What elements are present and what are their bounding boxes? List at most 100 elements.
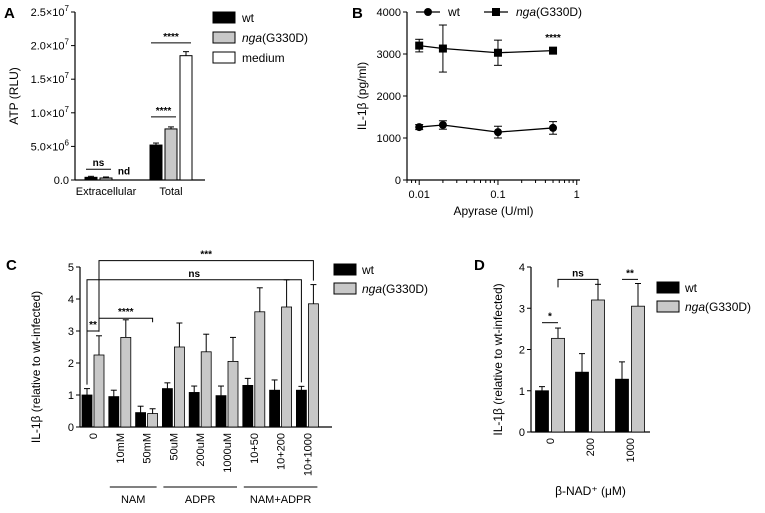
- a-y-axis-label: ATP (RLU): [7, 67, 21, 125]
- b-point-circle: [438, 120, 447, 129]
- d-legend-label: nga(G330D): [685, 300, 751, 314]
- panel-letter-d: D: [474, 257, 485, 274]
- b-xtick-label: 0.01: [408, 189, 429, 201]
- b-legend-marker: [492, 8, 500, 16]
- c-significance-line: [98, 260, 314, 332]
- c-category-label: 10mM: [115, 433, 127, 464]
- a-bar: [84, 176, 98, 181]
- a-legend-swatch: [212, 11, 236, 24]
- c-category-label: 1000uM: [222, 433, 234, 473]
- b-legend-label: nga(G330D): [516, 5, 582, 19]
- c-significance-label: ****: [118, 307, 134, 318]
- c-bar: [108, 396, 120, 428]
- d-significance-label: ns: [572, 268, 584, 279]
- b-legend-label: wt: [447, 5, 461, 19]
- b-point-square: [549, 46, 558, 55]
- panel-d-chart: 0 1 2 3 4 IL-1β (relative to wt-infected) 0 200…: [491, 262, 751, 498]
- d-bar: [575, 371, 589, 433]
- c-bar: [135, 412, 147, 428]
- a-significance-label: ****: [163, 32, 179, 43]
- d-ytick-label: 3: [519, 303, 525, 315]
- c-group-label: NAM+ADPR: [250, 494, 311, 506]
- a-ytick-label: 2.5×107: [31, 4, 70, 19]
- b-xtick-label: 0.1: [490, 189, 505, 201]
- d-bar: [615, 378, 629, 433]
- c-legend-label: nga(G330D): [362, 282, 428, 296]
- a-legend-swatch: [212, 51, 236, 64]
- b-ytick-label: 4000: [377, 7, 401, 19]
- c-significance-line: [86, 279, 302, 385]
- b-ytick-label: 2000: [377, 91, 401, 103]
- c-bar: [188, 392, 200, 428]
- a-bar: [149, 144, 163, 181]
- c-category-label: 50mM: [142, 433, 154, 464]
- c-bar: [227, 360, 239, 428]
- c-significance-label: ns: [188, 269, 200, 280]
- b-point-square: [415, 41, 424, 50]
- a-significance-label: ns: [93, 158, 105, 169]
- a-bar: [179, 55, 193, 181]
- b-series-line: [419, 124, 554, 133]
- c-legend-label: wt: [361, 263, 375, 277]
- panel-b-chart: 0 1000 2000 3000 4000 0.01 0.1 1 IL-1β (pg/ml) Ap…: [355, 5, 582, 218]
- a-significance-label: ****: [156, 106, 172, 117]
- b-ytick-label: 1000: [377, 133, 401, 145]
- d-ytick-label: 4: [519, 262, 525, 274]
- d-significance-label: *: [548, 312, 552, 323]
- c-bar: [93, 354, 105, 428]
- b-point-square: [493, 48, 502, 57]
- d-category-label: 200: [585, 438, 597, 456]
- b-series-line: [419, 44, 554, 54]
- c-category-label: 200uM: [195, 433, 207, 467]
- b-point-circle: [549, 123, 558, 132]
- b-x-axis-label: Apyrase (U/ml): [453, 204, 533, 218]
- b-point-circle: [415, 123, 424, 132]
- d-category-label: 1000: [625, 438, 637, 462]
- c-bar: [215, 395, 227, 428]
- d-ytick-label: 0: [519, 427, 525, 439]
- d-legend-swatch: [656, 281, 680, 294]
- b-xtick-label: 1: [574, 189, 580, 201]
- a-legend-label: medium: [242, 51, 285, 65]
- c-category-label: 10+1000: [302, 433, 314, 476]
- b-ytick-label: 3000: [377, 49, 401, 61]
- a-ytick-label: 0.0: [54, 175, 69, 187]
- a-legend-swatch: [212, 31, 236, 44]
- c-bar: [242, 384, 254, 428]
- b-legend-marker: [424, 8, 432, 16]
- d-significance-label: **: [626, 268, 634, 279]
- c-ytick-label: 2: [68, 358, 74, 370]
- c-bar: [161, 388, 173, 428]
- c-ytick-label: 1: [68, 390, 74, 402]
- a-bar: [99, 177, 113, 181]
- c-significance-label: **: [89, 320, 97, 331]
- c-ytick-label: 5: [68, 262, 74, 274]
- b-point-square: [438, 44, 447, 53]
- c-group-label: ADPR: [185, 494, 216, 506]
- a-ytick-label: 2.0×107: [31, 38, 70, 53]
- panel-letter-c: C: [6, 257, 17, 274]
- a-ytick-label: 5.0×106: [31, 138, 70, 153]
- c-bar: [120, 336, 132, 428]
- b-significance-label: ****: [545, 33, 561, 44]
- a-bar: [164, 128, 178, 181]
- c-bar: [269, 389, 281, 428]
- d-ytick-label: 2: [519, 345, 525, 357]
- d-bar: [551, 337, 565, 433]
- panel-letter-b: B: [352, 5, 363, 22]
- a-ytick-label: 1.5×107: [31, 71, 70, 86]
- b-y-axis-label: IL-1β (pg/ml): [355, 62, 369, 130]
- c-ytick-label: 0: [68, 422, 74, 434]
- c-category-label: 10+200: [276, 433, 288, 470]
- d-significance-line: [557, 278, 599, 288]
- panel-c-chart: 0 1 2 3 4 5 IL-1β (relative to wt-infected) 0 10…: [29, 250, 428, 506]
- c-bar: [81, 394, 93, 428]
- c-bar: [281, 306, 293, 428]
- c-bar: [295, 389, 307, 428]
- c-category-label: 0: [88, 433, 100, 439]
- c-category-label: 10+50: [249, 433, 261, 464]
- c-group-label: NAM: [121, 494, 145, 506]
- b-ytick-label: 0: [395, 175, 401, 187]
- c-ytick-label: 4: [68, 294, 74, 306]
- d-y-axis-label: IL-1β (relative to wt-infected): [491, 283, 505, 435]
